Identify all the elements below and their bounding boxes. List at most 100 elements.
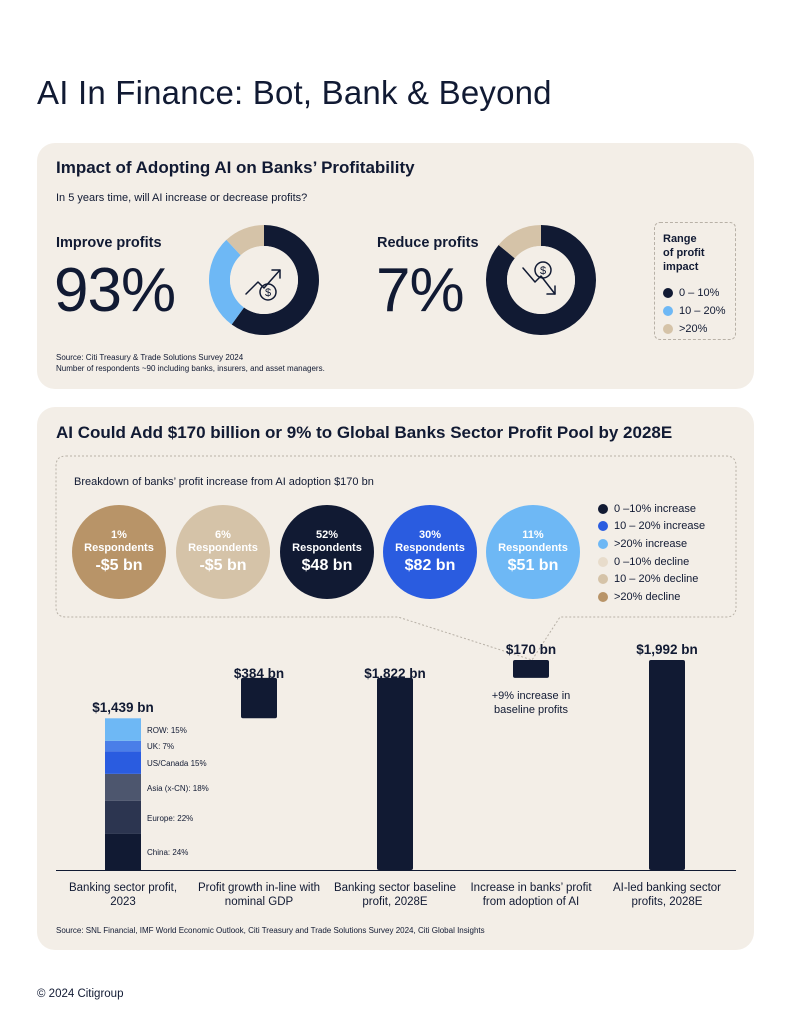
category-label: Profit growth in-line with nominal GDP [197,882,321,908]
legend-dot [663,306,673,316]
legend-label: 10 – 20% [679,305,726,317]
bubble-label: Respondents [498,541,568,554]
profitability-panel [37,143,754,389]
waterfall-bar [649,660,685,870]
section1-title: Impact of Adopting AI on Banks’ Profitab… [56,158,415,177]
breakdown-title: Breakdown of banks’ profit increase from… [74,476,374,488]
legend-item: >20% increase [598,535,705,553]
legend-label: >20% increase [614,537,688,550]
bubble-value: $51 bn [507,556,559,574]
bar-value-label: $170 bn [505,642,557,657]
legend-dot [598,556,608,567]
category-label: Increase in banks’ profit from adoption … [470,882,592,908]
legend-dot [663,324,673,334]
stack-segment [105,833,141,870]
bubble-label: Respondents [84,541,154,554]
bar-value-label: $1,439 bn [92,700,154,715]
bubble-label: Respondents [292,541,362,554]
stack-segment-label: Europe: 22% [147,814,194,823]
waterfall-bar [241,677,277,719]
legend-label: >20% decline [614,590,681,603]
legend-dot [598,538,608,549]
donut-slice [498,225,541,259]
legend-dot [598,503,608,514]
source-line: Number of respondents ~90 including bank… [56,364,325,373]
legend-item: >20% decline [598,588,705,606]
bubble-value: $48 bn [301,556,353,574]
legend-dot [663,288,673,298]
bubble-label: Respondents [188,541,258,554]
section2-title: AI Could Add $170 billion or 9% to Globa… [56,423,673,442]
bubble-decline-10-20: 6% Respondents -$5 bn [176,505,270,599]
bubble-pct: 52% [315,528,339,541]
arrow-up-dollar-icon: $ [245,269,281,301]
stack-segment [105,751,141,774]
legend-label: 10 – 20% increase [614,520,706,533]
improve-value: 93% [54,256,176,325]
bubble-value: -$5 bn [95,556,143,574]
waterfall-bar [377,677,413,870]
stack-segment [105,800,141,834]
stack-segment [105,718,141,741]
legend-item: 0 –10% increase [598,500,705,518]
improve-label: Improve profits [56,235,162,251]
source-line: Source: Citi Treasury & Trade Solutions … [56,353,244,362]
legend-dot [598,591,608,602]
bubble-increase-gt20: 11% Respondents $51 bn [486,505,580,599]
legend-items: 0 – 10% 10 – 20% >20% [663,284,725,338]
legend-item: 10 – 20% [663,302,725,320]
legend-item: >20% [663,320,725,338]
section2-source: Source: SNL Financial, IMF World Economi… [56,926,485,935]
stack-segment-label: China: 24% [147,848,189,857]
donut-slice [231,225,319,335]
category-label: Banking sector baseline profit, 2028E [333,882,457,908]
bubble-pct: 1% [111,528,127,541]
legend-item: 10 – 20% increase [598,518,705,536]
profit-impact-legend [654,222,736,340]
bubble-value: $82 bn [404,556,456,574]
category-label: Banking sector profit, 2023 [68,882,178,908]
svg-text:$: $ [540,265,546,277]
reduce-label: Reduce profits [377,235,479,251]
section1-subtitle: In 5 years time, will AI increase or dec… [56,192,308,204]
bubble-pct: 6% [215,528,231,541]
legend-label: 10 – 20% decline [614,573,699,586]
increase-note: +9% increase in baseline profits [491,690,571,716]
legend-title: Range of profit impact [663,232,705,274]
improve-donut: $ [209,225,319,335]
bubble-label: Respondents [395,541,465,554]
donut-slice [226,225,264,256]
bubble-value: -$5 bn [199,556,247,574]
stack-segment-label: UK: 7% [147,742,175,751]
legend-title-line: of profit [663,247,705,259]
legend-label: 0 –10% increase [614,502,696,515]
legend-title-line: impact [663,261,699,273]
bubble-pct: 30% [418,528,442,541]
legend-dot [598,574,608,585]
legend-dot [598,521,608,532]
stack-segment-label: US/Canada 15% [147,759,207,768]
page-title: AI In Finance: Bot, Bank & Beyond [37,74,552,111]
legend-label: >20% [679,323,708,335]
stack-segment [105,740,141,752]
donut-slice [209,239,245,325]
arrow-down-dollar-icon: $ [522,261,556,295]
bubble-decline-gt20: 1% Respondents -$5 bn [72,505,166,599]
legend-title-line: Range [663,233,697,245]
donut-hole [507,246,575,314]
svg-text:$: $ [265,287,271,299]
legend-label: 0 – 10% [679,287,720,299]
donut-hole [230,246,298,314]
bar-value-label: $384 bn [233,666,285,681]
copyright-footer: © 2024 Citigroup [37,988,124,1000]
waterfall-bar [513,660,549,678]
breakdown-legend: 0 –10% increase 10 – 20% increase >20% i… [598,500,705,606]
bubble-pct: 11% [522,528,544,541]
legend-item: 10 – 20% decline [598,570,705,588]
stack-segment-label: ROW: 15% [147,726,187,735]
legend-item: 0 – 10% [663,284,725,302]
reduce-donut: $ [486,225,596,335]
legend-label: 0 –10% decline [614,555,690,568]
donut-slice [486,225,596,335]
